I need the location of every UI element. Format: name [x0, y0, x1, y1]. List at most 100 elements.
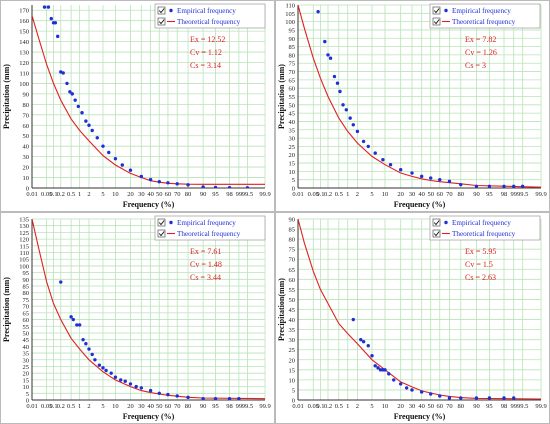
legend-checkbox	[157, 17, 166, 26]
empirical-point	[104, 368, 108, 373]
y-tick-label: 90	[289, 36, 296, 43]
empirical-point	[175, 394, 179, 398]
x-tick-label: 95	[212, 191, 219, 198]
check-icon	[433, 231, 440, 237]
x-tick-label: 0.1	[49, 191, 57, 198]
x-tick-label: 2	[356, 191, 359, 198]
empirical-point	[113, 375, 118, 379]
empirical-point	[323, 39, 327, 44]
x-tick-label: 0.05	[308, 403, 319, 410]
stat-label: Cv = 1.12	[190, 48, 222, 57]
x-tick-label: 99.9	[259, 191, 270, 198]
empirical-point	[107, 150, 111, 155]
x-tick-label: 80	[458, 191, 465, 198]
y-tick-label: 20	[23, 371, 30, 378]
empirical-point	[70, 92, 74, 96]
empirical-point	[68, 90, 72, 94]
legend: Empirical frequency Theoretical frequency	[154, 215, 266, 241]
empirical-point	[75, 323, 79, 327]
empirical-point	[348, 116, 352, 120]
empirical-point	[474, 396, 479, 400]
empirical-point	[95, 136, 99, 140]
y-tick-label: 135	[19, 217, 29, 224]
x-tick-label: 98	[226, 191, 233, 198]
x-tick-label: 0.1	[316, 403, 324, 410]
empirical-point	[398, 382, 403, 386]
x-tick-label: 2	[356, 403, 359, 410]
x-tick-label: 0.1	[316, 191, 324, 198]
y-tick-label: 120	[19, 60, 29, 67]
empirical-point	[366, 144, 370, 149]
check-icon	[158, 220, 165, 226]
y-tick-label: 50	[289, 297, 296, 304]
x-tick-label: 40	[418, 191, 425, 198]
x-tick-label: 10	[382, 191, 389, 198]
stat-label: Cs = 3	[465, 61, 486, 70]
legend-checkbox	[432, 229, 441, 238]
y-tick-label: 35	[23, 351, 30, 358]
y-tick-label: 125	[19, 230, 29, 237]
empirical-point	[419, 174, 424, 179]
x-tick-label: 5	[101, 191, 104, 198]
legend-empirical-marker	[169, 8, 173, 13]
empirical-point	[81, 337, 85, 342]
y-tick-label: 90	[23, 91, 30, 98]
y-tick-label: 25	[289, 144, 296, 151]
x-tick-label: 20	[127, 191, 134, 198]
empirical-point	[59, 280, 63, 284]
x-tick-label: 40	[418, 403, 425, 410]
empirical-point	[338, 89, 342, 94]
x-tick-label: 0.05	[41, 191, 52, 198]
empirical-point	[341, 103, 345, 107]
y-tick-label: 45	[289, 111, 296, 118]
y-tick-label: 85	[289, 44, 296, 51]
y-tick-label: 25	[289, 347, 296, 354]
empirical-point	[387, 372, 391, 376]
y-tick-label: 105	[19, 257, 29, 264]
panel-border	[0, 0, 275, 212]
x-tick-label: 1	[78, 403, 81, 410]
y-tick-label: 0	[26, 398, 29, 405]
y-tick-label: 60	[289, 277, 296, 284]
x-tick-label: 40	[147, 191, 154, 198]
x-tick-label: 0.2	[57, 403, 65, 410]
x-tick-label: 0.2	[324, 403, 332, 410]
legend-checkbox	[157, 229, 166, 238]
empirical-points	[351, 317, 516, 400]
empirical-point	[410, 171, 414, 175]
y-tick-label: 45	[23, 337, 30, 344]
legend: Empirical frequency Theoretical frequency	[154, 3, 266, 29]
y-tick-label: 25	[23, 364, 30, 371]
x-tick-label: 50	[156, 191, 163, 198]
empirical-point	[392, 378, 396, 382]
y-tick-label: 160	[19, 18, 29, 25]
empirical-point	[376, 366, 380, 370]
y-tick-label: 40	[289, 119, 296, 126]
empirical-points	[42, 5, 250, 188]
y-tick-label: 15	[289, 367, 296, 374]
y-tick-label: 0	[292, 398, 295, 405]
y-tick-label: 120	[19, 237, 29, 244]
empirical-point	[90, 352, 94, 357]
empirical-point	[201, 396, 205, 400]
y-tick-label: 90	[289, 217, 296, 224]
y-tick-label: 55	[289, 94, 296, 101]
y-tick-label: 55	[289, 287, 296, 294]
empirical-point	[487, 184, 492, 188]
y-tick-label: 80	[289, 52, 296, 59]
y-axis-title: Precipitation (mm)	[2, 64, 11, 129]
empirical-point	[148, 177, 153, 182]
empirical-point	[113, 157, 118, 161]
empirical-point	[123, 379, 127, 383]
x-tick-label: 99.9	[259, 403, 270, 410]
empirical-point	[109, 371, 113, 375]
y-tick-label: 5	[26, 391, 29, 398]
y-tick-label: 70	[23, 112, 30, 119]
empirical-point	[355, 129, 360, 134]
legend: Empirical frequency Theoretical frequency	[429, 3, 541, 29]
x-tick-label: 0.2	[324, 191, 332, 198]
x-axis-title: Frequency (%)	[123, 412, 175, 421]
empirical-point	[71, 317, 75, 322]
x-tick-label: 99.5	[242, 403, 253, 410]
